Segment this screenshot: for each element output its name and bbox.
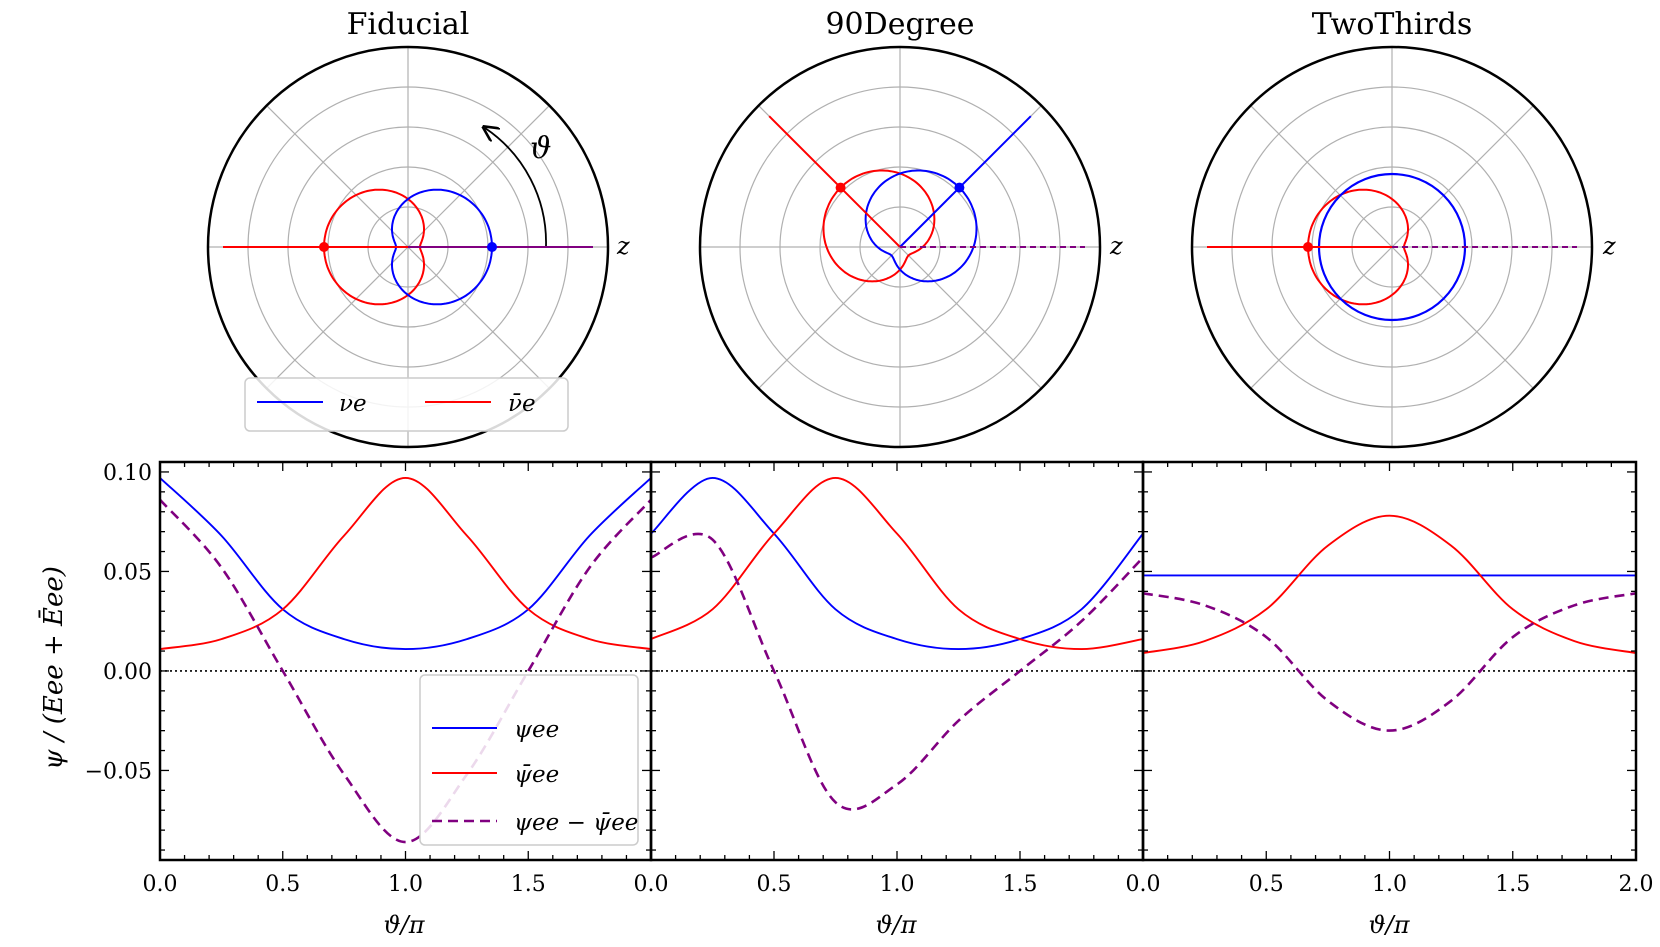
polar-nu-marker — [954, 182, 965, 193]
polar-grid-spoke-8 — [407, 246, 550, 389]
x-tick-label: 0.0 — [1126, 872, 1161, 897]
x-tick-label: 1.5 — [1003, 872, 1038, 897]
plot-frame — [649, 460, 1145, 862]
polar-outer-frame — [698, 45, 1102, 449]
polar-z-label-twothirds: z — [1602, 232, 1616, 260]
y-tick-label: −0.05 — [85, 759, 152, 784]
x-axis-label-fiducial: ϑ/π — [383, 911, 425, 939]
line-legend-box — [419, 674, 639, 846]
line-legend: ψee ψ̄ee ψee − ψ̄ee — [419, 674, 639, 846]
theta-arrow — [485, 128, 547, 247]
x-tick-label: 1.5 — [1495, 872, 1530, 897]
line-plot-90degree: 0.0 0.5 1.0 1.5 — [634, 460, 1145, 897]
y-axis-label: ψ / (Eee + Ēee) — [38, 566, 69, 770]
theta-label: ϑ — [530, 131, 551, 166]
series-line-psi — [650, 476, 1144, 651]
x-tick-label: 0.5 — [1249, 872, 1284, 897]
line-legend-label-diff: ψee − ψ̄ee — [514, 810, 638, 836]
polar-grid-spoke-4 — [1250, 105, 1393, 248]
polar-grid-spoke-6 — [266, 246, 409, 389]
series-line-diff — [159, 498, 652, 844]
polar-nubar-ray — [768, 115, 901, 248]
series-line-psibar — [1142, 514, 1637, 654]
polar-outer-frame — [206, 45, 610, 449]
polar-nubar-marker — [835, 182, 846, 193]
y-tick-label: 0.00 — [103, 660, 152, 685]
polar-title-fiducial: Fiducial — [347, 7, 470, 42]
polar-title-twothirds: TwoThirds — [1312, 7, 1473, 42]
polar-legend-box — [244, 377, 569, 432]
polar-nu-distribution — [864, 169, 978, 283]
x-tick-label: 0.0 — [634, 872, 669, 897]
plot-frame — [1141, 460, 1638, 862]
series-line-psibar — [159, 476, 652, 651]
polar-grid-spoke-8 — [899, 246, 1042, 389]
polar-z-label-90degree: z — [1109, 232, 1123, 260]
line-legend-label-psibar: ψ̄ee — [514, 762, 559, 788]
polar-outer-frame — [1190, 45, 1594, 449]
x-tick-label: 0.5 — [757, 872, 792, 897]
x-tick-label: 2.0 — [1619, 872, 1654, 897]
x-tick-label: 0.0 — [143, 872, 178, 897]
polar-nubar-marker — [1303, 242, 1313, 252]
polar-legend: νe ν̄e — [244, 377, 569, 432]
polar-nubar-distribution — [822, 169, 936, 283]
y-tick-label: 0.05 — [103, 560, 152, 585]
x-tick-label: 1.5 — [511, 872, 546, 897]
polar-plot-twothirds — [1190, 45, 1594, 449]
series-line-diff — [1142, 592, 1637, 732]
series-line-diff — [650, 532, 1144, 811]
polar-nubar-marker — [319, 242, 329, 252]
polar-grid-spoke-6 — [1250, 246, 1393, 389]
x-tick-label: 1.0 — [880, 872, 915, 897]
polar-grid-spoke-8 — [1391, 246, 1534, 389]
x-tick-label: 0.5 — [265, 872, 300, 897]
polar-plot-90degree — [698, 45, 1102, 449]
polar-title-90degree: 90Degree — [825, 7, 974, 42]
polar-legend-label-nu: νe — [339, 391, 367, 417]
polar-grid-spoke-6 — [758, 246, 901, 389]
polar-legend-label-nubar: ν̄e — [508, 391, 536, 417]
x-tick-label: 1.0 — [1372, 872, 1407, 897]
polar-grid-spoke-4 — [266, 105, 409, 248]
series-line-psi — [159, 477, 652, 651]
line-plot-twothirds: 0.0 0.5 1.0 1.5 2.0 — [1126, 460, 1654, 897]
polar-nu-ray — [899, 115, 1032, 248]
polar-z-label-fiducial: z — [616, 232, 630, 260]
series-line-psibar — [650, 476, 1144, 651]
x-axis-label-90degree: ϑ/π — [875, 911, 917, 939]
y-tick-label: 0.10 — [103, 461, 152, 486]
x-tick-label: 1.0 — [388, 872, 423, 897]
line-legend-label-psi: ψee — [514, 717, 559, 743]
x-axis-label-twothirds: ϑ/π — [1368, 911, 1410, 939]
polar-nu-marker — [487, 242, 497, 252]
polar-grid-spoke-2 — [1391, 105, 1534, 248]
polar-grid-spoke-2 — [407, 105, 550, 248]
